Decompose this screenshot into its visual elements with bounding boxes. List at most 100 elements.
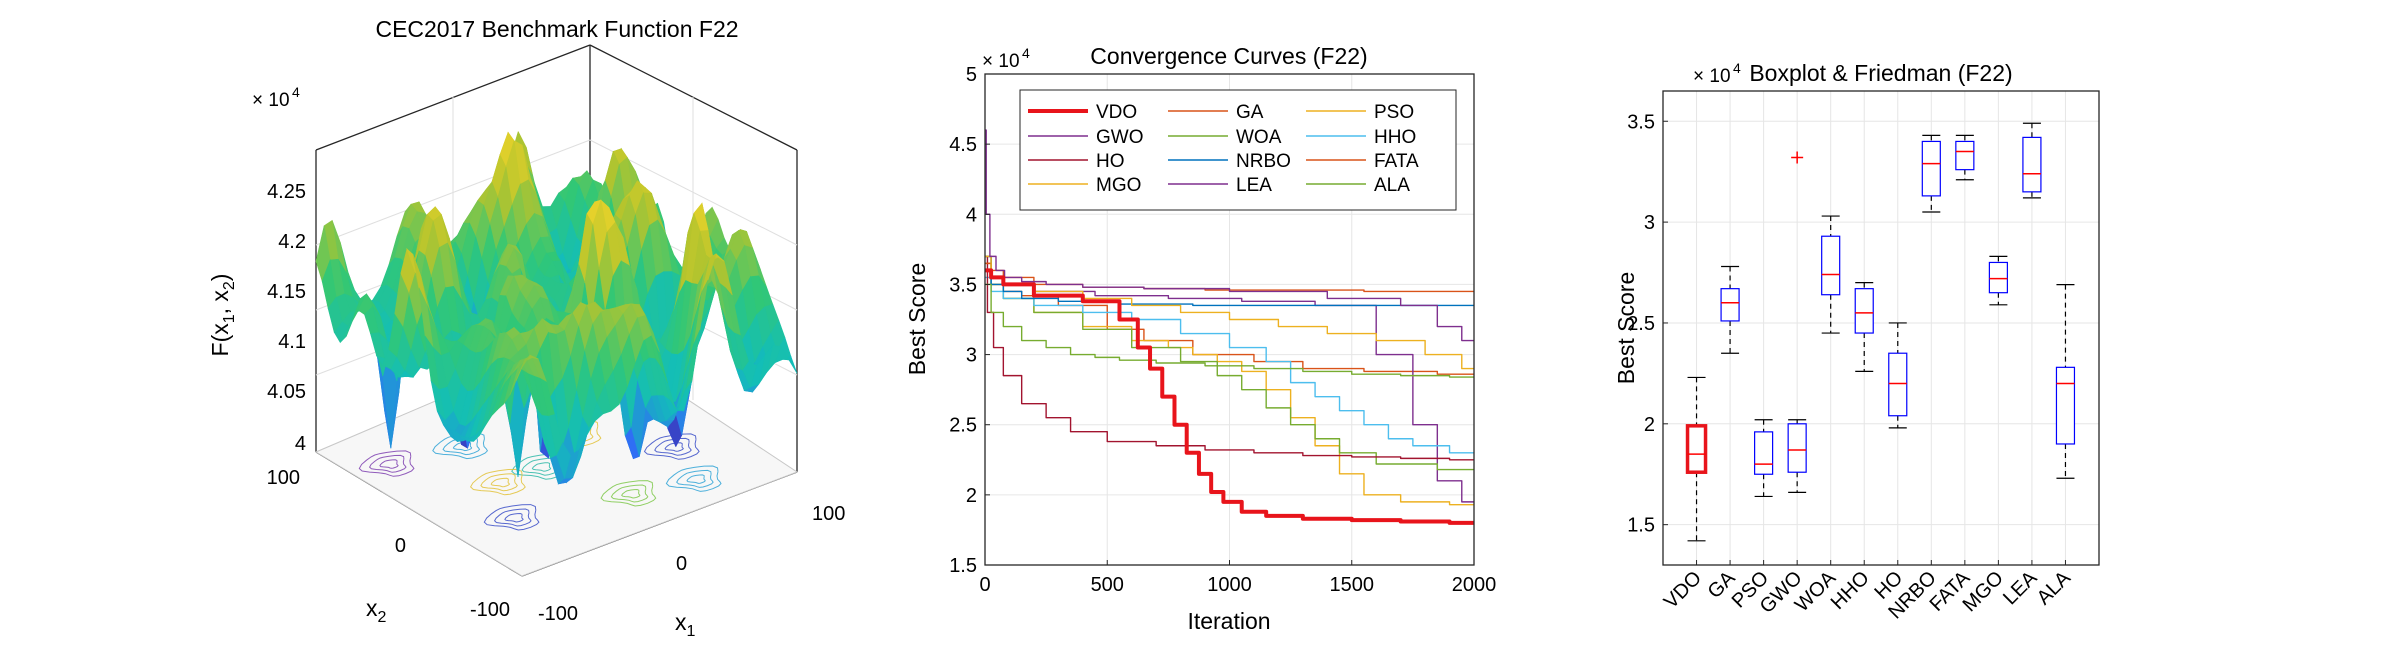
x-tick-label: 500 bbox=[1091, 574, 1124, 596]
box-woa bbox=[1821, 215, 1841, 334]
y-tick-label: 3.5 bbox=[949, 274, 977, 296]
box-gwo bbox=[1787, 151, 1807, 493]
contour-ring bbox=[504, 512, 524, 523]
z-tick-label: 4.15 bbox=[267, 281, 306, 303]
series-line-nrbo bbox=[985, 255, 1474, 307]
legend-label-lea: LEA bbox=[1236, 175, 1272, 196]
convergence-exponent-base: × 10 bbox=[982, 51, 1020, 72]
box-ga bbox=[1720, 265, 1740, 354]
contour-ring bbox=[379, 459, 399, 469]
box-iqr bbox=[1685, 424, 1708, 474]
x2-tick-label: -100 bbox=[470, 599, 510, 621]
box-ho bbox=[1888, 322, 1908, 429]
box-nrbo bbox=[1921, 134, 1941, 213]
z-exponent-base: × 10 bbox=[252, 90, 290, 111]
x-tick-label: 2000 bbox=[1452, 574, 1497, 596]
convergence-series bbox=[985, 129, 1474, 525]
boxplot-panel: Boxplot & Friedman (F22) 1.522.533.5VDOG… bbox=[1613, 60, 2100, 623]
box-iqr bbox=[1787, 423, 1807, 473]
box-iqr bbox=[1988, 261, 2008, 294]
x1-tick-label: -100 bbox=[538, 603, 578, 625]
contour-ring bbox=[665, 465, 722, 492]
box-iqr bbox=[1720, 288, 1740, 322]
surface-x2-axis: 100 0 -100 x2 bbox=[267, 467, 510, 626]
legend-label-ho: HO bbox=[1096, 151, 1125, 172]
convergence-panel: Convergence Curves (F22) 0 500 1000 1500 200… bbox=[904, 43, 1496, 634]
box-iqr bbox=[2055, 366, 2076, 445]
legend-label-nrbo: NRBO bbox=[1236, 151, 1291, 172]
box-iqr bbox=[2022, 136, 2042, 193]
boxplot-boxes bbox=[1685, 122, 2076, 542]
contour-ring bbox=[686, 474, 706, 484]
x-tick-label: 1000 bbox=[1207, 574, 1252, 596]
legend-label-woa: WOA bbox=[1236, 127, 1282, 148]
series-line-ala bbox=[985, 283, 1474, 378]
convergence-y-axis-label: Best Score bbox=[904, 263, 930, 376]
boxplot-title: Boxplot & Friedman (F22) bbox=[1749, 60, 2012, 86]
contour-ring bbox=[531, 462, 552, 472]
convergence-legend: VDO GA PSO GWO WOA HHO HO NRBO FATA MGO LEA ALA bbox=[1019, 89, 1457, 211]
x1-axis-label: x1 bbox=[675, 609, 696, 640]
surface-facet bbox=[515, 354, 531, 382]
box-iqr bbox=[1888, 352, 1908, 417]
contour-ring bbox=[368, 454, 407, 473]
box-lea bbox=[2022, 122, 2042, 199]
y-tick-label: 1.5 bbox=[1627, 515, 1655, 537]
category-label-ala: ALA bbox=[2033, 567, 2076, 610]
contour-ring bbox=[610, 484, 649, 503]
legend-label-fata: FATA bbox=[1374, 151, 1419, 172]
box-ala bbox=[2055, 284, 2076, 479]
x1-tick-label: 100 bbox=[812, 503, 845, 525]
surface-title: CEC2017 Benchmark Function F22 bbox=[375, 16, 738, 42]
y-tick-label: 3 bbox=[966, 345, 977, 367]
x2-tick-label: 0 bbox=[395, 535, 406, 557]
x-tick-label: 0 bbox=[979, 574, 990, 596]
contour-ring bbox=[358, 450, 415, 477]
y-tick-label: 2.5 bbox=[1627, 313, 1655, 335]
y-tick-label: 4.5 bbox=[949, 134, 977, 156]
surface-x1-axis: -100 0 100 x1 bbox=[538, 503, 845, 640]
contour-ring bbox=[483, 504, 540, 531]
series-line-ho bbox=[985, 255, 1474, 461]
contour-ring bbox=[493, 508, 532, 527]
box-iqr bbox=[1754, 431, 1774, 475]
convergence-title: Convergence Curves (F22) bbox=[1090, 43, 1367, 69]
legend-label-gwo: GWO bbox=[1096, 127, 1144, 148]
series-line-vdo bbox=[985, 268, 1474, 525]
convergence-x-axis-label: Iteration bbox=[1187, 608, 1270, 634]
box-iqr bbox=[1854, 288, 1874, 334]
contour-ring bbox=[469, 468, 526, 496]
box-iqr bbox=[1955, 140, 1975, 171]
surface-z-axis: × 10 4 4 4.05 4.1 4.15 4.2 4.25 F(x1, x2… bbox=[207, 84, 306, 455]
series-line-lea bbox=[985, 129, 1474, 342]
y-tick-label: 2.5 bbox=[949, 415, 977, 437]
legend-label-ala: ALA bbox=[1374, 175, 1410, 196]
contour-ring bbox=[480, 473, 518, 492]
boxplot-exponent-base: × 10 bbox=[1693, 66, 1731, 87]
x2-axis-label: x2 bbox=[366, 595, 387, 626]
legend-label-mgo: MGO bbox=[1096, 175, 1141, 196]
y-tick-label: 5 bbox=[966, 64, 977, 86]
box-iqr bbox=[1921, 140, 1941, 197]
y-tick-label: 2 bbox=[1644, 414, 1655, 436]
z-axis-label: F(x1, x2) bbox=[207, 274, 238, 357]
box-pso bbox=[1754, 419, 1774, 498]
y-tick-label: 1.5 bbox=[949, 555, 977, 577]
z-tick-label: 4.05 bbox=[267, 381, 306, 403]
y-tick-label: 4 bbox=[966, 204, 977, 226]
z-exponent-power: 4 bbox=[292, 84, 300, 100]
outlier-marker bbox=[1791, 151, 1804, 164]
y-tick-label: 2 bbox=[966, 485, 977, 507]
boxplot-y-axis-label: Best Score bbox=[1613, 272, 1639, 385]
z-tick-label: 4.2 bbox=[278, 231, 306, 253]
box-iqr bbox=[1821, 235, 1841, 296]
box-hho bbox=[1854, 282, 1874, 372]
box-fata bbox=[1955, 134, 1975, 181]
x1-tick-label: 0 bbox=[676, 553, 687, 575]
y-tick-label: 3.5 bbox=[1627, 111, 1655, 133]
series-line-hho bbox=[985, 276, 1474, 454]
z-tick-label: 4 bbox=[295, 433, 306, 455]
surface-panel: CEC2017 Benchmark Function F22 × 10 bbox=[207, 16, 845, 640]
y-tick-label: 3 bbox=[1644, 212, 1655, 234]
